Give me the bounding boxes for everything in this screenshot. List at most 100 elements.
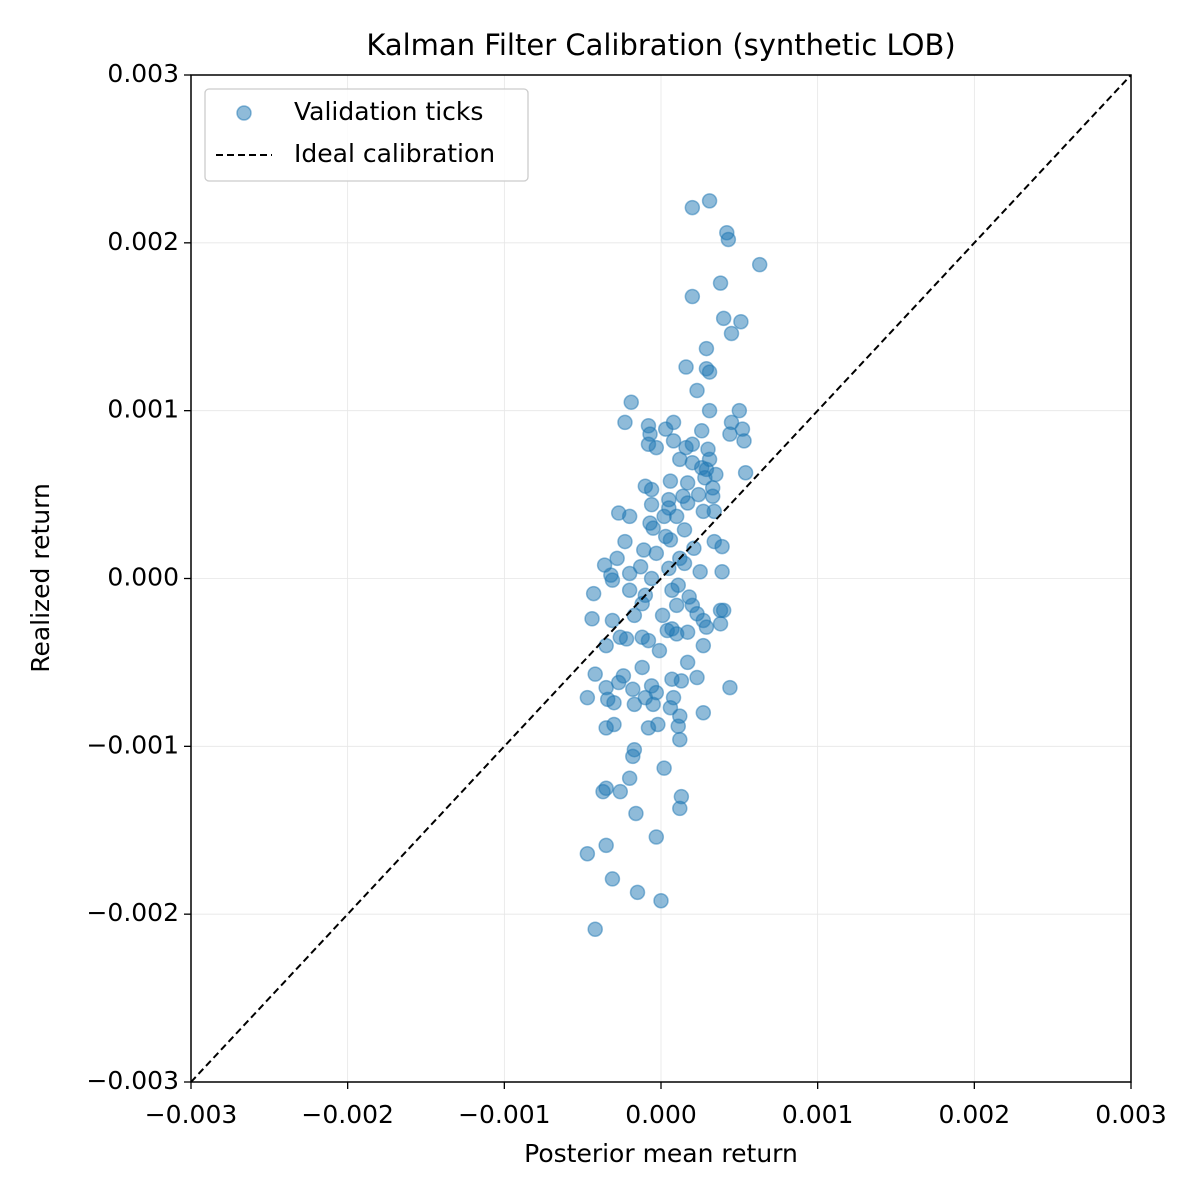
scatter-point — [737, 465, 754, 481]
scatter-point — [678, 359, 694, 375]
scatter-point — [598, 637, 614, 654]
scatter-point — [621, 770, 638, 786]
scatter-point — [715, 310, 732, 327]
x-tick-label: −0.003 — [145, 1100, 238, 1129]
scatter-point — [722, 679, 738, 696]
scatter-point — [698, 619, 715, 635]
scatter-point — [603, 567, 619, 583]
scatter-point — [665, 433, 682, 449]
scatter-point — [695, 637, 712, 654]
scatter-point — [701, 193, 718, 209]
scatter-point — [634, 659, 650, 676]
scatter-point — [643, 481, 660, 498]
y-tick-label: −0.001 — [86, 730, 179, 759]
scatter-point — [704, 488, 721, 505]
scatter-point — [634, 595, 650, 612]
scatter-point — [621, 582, 638, 598]
scatter-point — [651, 642, 668, 659]
scatter-point — [676, 555, 693, 572]
scatter-point — [628, 805, 644, 822]
scatter-point — [715, 602, 732, 619]
scatter-point — [598, 720, 614, 736]
scatter-point — [617, 533, 633, 550]
scatter-point — [684, 288, 701, 305]
scatter-point — [664, 582, 680, 598]
legend-marker — [236, 105, 252, 121]
scatter-point — [648, 829, 665, 845]
scatter-point — [701, 364, 718, 380]
scatter-point — [723, 325, 740, 342]
scatter-point — [712, 616, 729, 632]
scatter-point — [670, 718, 686, 734]
scatter-point — [612, 783, 629, 800]
scatter-point — [679, 495, 696, 511]
scatter-point — [625, 748, 641, 765]
scatter-point — [686, 540, 702, 557]
scatter-point — [736, 433, 752, 449]
scatter-point — [689, 382, 705, 399]
scatter-point — [684, 199, 701, 216]
x-tick-label: 0.000 — [625, 1100, 697, 1129]
scatter-point — [657, 421, 674, 437]
scatter-point — [645, 696, 661, 713]
y-axis-label: Realized return — [26, 483, 55, 673]
scatter-point — [701, 402, 718, 419]
scatter-point — [714, 564, 730, 580]
y-tick-label: −0.002 — [86, 898, 179, 927]
scatter-point — [640, 720, 657, 736]
scatter-point — [684, 436, 701, 452]
y-tick-label: 0.002 — [107, 227, 179, 256]
scatter-point — [648, 439, 665, 456]
scatter-point — [662, 532, 679, 548]
scatter-point — [579, 689, 596, 706]
chart-title: Kalman Filter Calibration (synthetic LOB… — [366, 28, 955, 62]
x-tick-label: −0.002 — [301, 1100, 394, 1129]
scatter-point — [720, 231, 737, 248]
scatter-point — [672, 800, 688, 817]
scatter-point — [668, 597, 685, 614]
scatter-point — [598, 837, 614, 854]
x-tick-label: 0.003 — [1095, 1100, 1167, 1129]
x-tick-label: 0.002 — [939, 1100, 1011, 1129]
legend-box — [204, 88, 529, 182]
x-axis-label: Posterior mean return — [524, 1139, 798, 1168]
reference-line — [190, 74, 1132, 1083]
scatter-point — [722, 426, 738, 442]
scatter-point — [636, 542, 652, 558]
scatter-point — [679, 475, 696, 491]
y-tick-label: −0.003 — [86, 1066, 179, 1095]
scatter-point — [587, 666, 603, 682]
scatter-point — [595, 783, 611, 800]
scatter-point — [733, 313, 749, 330]
scatter-point — [606, 694, 622, 711]
scatter-point — [714, 538, 730, 555]
scatter-point — [672, 731, 688, 748]
scatter-point — [643, 496, 660, 513]
scatter-point — [673, 673, 690, 689]
scatter-point — [623, 394, 639, 411]
scatter-point — [695, 705, 712, 721]
scatter-point — [731, 402, 748, 419]
y-tick-label: 0.003 — [107, 59, 179, 88]
scatter-point — [609, 550, 625, 567]
scatter-point — [697, 470, 713, 486]
scatter-point — [668, 508, 685, 525]
scatter-point — [676, 522, 693, 538]
scatter-point — [585, 585, 602, 602]
scatter-point — [617, 414, 633, 431]
scatter-point — [679, 654, 696, 671]
scatter-point — [643, 570, 660, 587]
scatter-point — [662, 473, 679, 489]
legend-label: Ideal calibration — [294, 139, 495, 168]
x-tick-label: −0.001 — [458, 1100, 551, 1129]
scatter-point — [706, 503, 723, 520]
y-tick-label: 0.000 — [107, 563, 179, 592]
scatter-point — [632, 559, 649, 575]
scatter-point — [751, 256, 768, 273]
scatter-point — [604, 871, 621, 887]
scatter-point — [629, 884, 646, 901]
scatter-point — [689, 669, 705, 686]
scatter-point — [579, 845, 596, 862]
scatter-point — [654, 607, 671, 624]
